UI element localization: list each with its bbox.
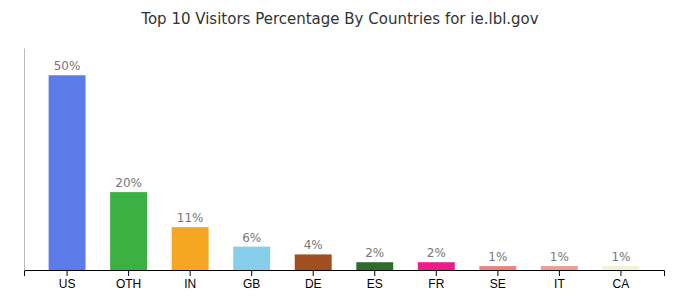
bar [602, 266, 639, 270]
x-tick-mark [374, 270, 375, 276]
x-tick-mark [190, 270, 191, 276]
bar [295, 254, 332, 270]
x-tick-mark [620, 270, 621, 276]
data-label: 6% [242, 231, 261, 245]
data-label: 1% [611, 250, 630, 264]
x-tick-label: DE [305, 277, 322, 291]
x-tick: GB [243, 270, 260, 291]
x-tick-label: SE [490, 277, 506, 291]
x-tick: US [59, 270, 76, 291]
x-tick: FR [428, 270, 444, 291]
x-tick: OTH [116, 270, 141, 291]
y-axis-line [24, 49, 25, 271]
plot: US OTH IN GB DE ES FR SE IT CA 50% 20% 11% 6% 4% 2% 2% 1%… [25, 49, 665, 291]
x-tick-label: GB [243, 277, 260, 291]
x-tick: SE [490, 270, 506, 291]
x-tick: CA [613, 270, 630, 291]
bar [541, 266, 578, 270]
data-label: 1% [550, 250, 569, 264]
bars [49, 75, 640, 270]
data-label: 4% [304, 238, 323, 252]
bar [110, 192, 147, 270]
bar [418, 262, 455, 270]
x-tick-label: ES [367, 277, 383, 291]
x-tick-mark [251, 270, 252, 276]
bar [233, 247, 270, 270]
x-tick: ES [367, 270, 383, 291]
x-tick-label: US [59, 277, 76, 291]
y-axis [24, 49, 25, 271]
bar [172, 227, 209, 270]
x-tick-label: CA [613, 277, 630, 291]
data-label: 11% [177, 211, 204, 225]
data-label: 1% [488, 250, 507, 264]
x-tick: IN [184, 270, 196, 291]
x-tick-mark [436, 270, 437, 276]
data-label: 2% [427, 246, 446, 260]
data-label: 2% [365, 246, 384, 260]
bar [49, 75, 86, 270]
x-tick: IT [554, 270, 565, 291]
data-label: 20% [115, 176, 142, 190]
x-tick-label: IN [184, 277, 196, 291]
bar [479, 266, 516, 270]
data-label: 50% [54, 59, 81, 73]
x-axis-line [25, 271, 665, 277]
title: Top 10 Visitors Percentage By Countries … [140, 10, 538, 28]
x-tick-label: FR [428, 277, 444, 291]
x-tick-mark [497, 270, 498, 276]
x-axis: US OTH IN GB DE ES FR SE IT CA [25, 270, 665, 291]
data-labels: 50% 20% 11% 6% 4% 2% 2% 1% 1% 1% [54, 59, 631, 264]
chart: Top 10 Visitors Percentage By Countries … [0, 0, 680, 300]
x-tick: DE [305, 270, 322, 291]
x-tick-mark [313, 270, 314, 276]
x-tick-mark [128, 270, 129, 276]
x-tick-label: OTH [116, 277, 141, 291]
x-tick-mark [67, 270, 68, 276]
x-tick-label: IT [554, 277, 565, 291]
x-tick-mark [559, 270, 560, 276]
bar [356, 262, 393, 270]
